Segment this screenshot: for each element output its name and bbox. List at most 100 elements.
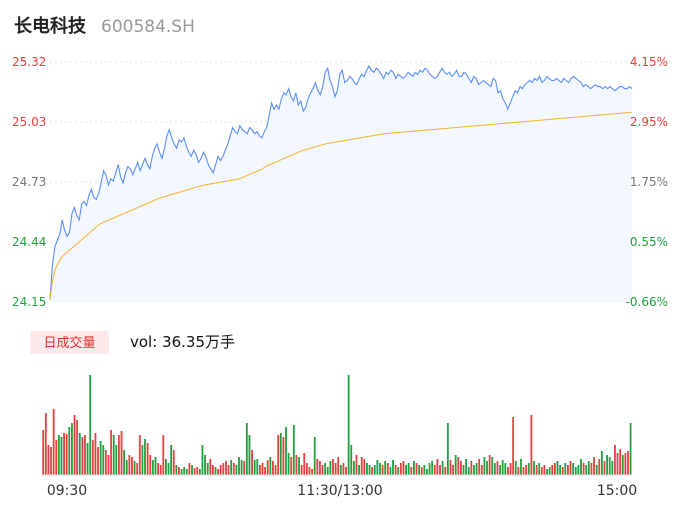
volume-bar — [232, 463, 235, 475]
volume-bar — [347, 375, 350, 475]
volume-bar — [227, 465, 230, 475]
volume-bar — [256, 459, 259, 475]
volume-bar — [345, 467, 347, 475]
volume-bar — [123, 450, 126, 475]
volume-bar — [611, 461, 614, 475]
volume-bar — [84, 435, 86, 475]
volume-bar — [172, 450, 175, 475]
volume-bar — [44, 413, 47, 475]
volume-bar — [405, 465, 407, 475]
volume-bar — [517, 467, 520, 475]
volume-bar — [204, 455, 206, 475]
volume-bar — [446, 423, 449, 475]
volume-bar — [50, 447, 52, 475]
volume-bar — [295, 455, 298, 475]
volume-bar — [266, 460, 269, 475]
volume-bar — [553, 463, 556, 475]
volume-bar — [42, 430, 45, 475]
volume-bar — [512, 417, 515, 475]
volume-bar — [460, 461, 462, 475]
volume-bar — [559, 465, 562, 475]
volume-tab-background[interactable] — [30, 331, 109, 354]
volume-bar — [125, 460, 128, 475]
volume-bar — [243, 461, 246, 475]
volume-bar — [73, 415, 76, 475]
volume-bar — [587, 461, 590, 475]
volume-bar — [305, 463, 308, 475]
volume-bar — [99, 441, 102, 475]
volume-bar — [78, 433, 81, 475]
time-tick-label: 09:30 — [47, 483, 87, 499]
price-tick-label: 24.15 — [12, 295, 46, 309]
percent-tick-label: 4.15% — [630, 55, 668, 69]
volume-bar — [441, 461, 444, 475]
percent-tick-label: 2.95% — [630, 115, 668, 129]
volume-bar — [556, 461, 559, 475]
volume-bar — [245, 423, 248, 475]
volume-bar — [178, 467, 180, 475]
volume-bar — [222, 463, 225, 475]
volume-bar — [183, 467, 186, 475]
volume-bar — [593, 457, 595, 475]
volume-bar — [133, 461, 136, 475]
volume-bar — [352, 461, 355, 475]
volume-bar — [496, 461, 499, 475]
volume-bar — [373, 465, 376, 475]
volume-bar — [274, 465, 277, 475]
volume-bar — [196, 467, 199, 475]
volume-bar — [567, 465, 569, 475]
volume-bar — [462, 465, 465, 475]
volume-bar — [465, 459, 468, 475]
percent-axis-right: 4.15% 2.95% 1.75% 0.55% -0.66% — [626, 55, 668, 309]
volume-bar — [480, 465, 483, 475]
volume-bar — [217, 469, 220, 475]
volume-bar — [439, 465, 441, 475]
volume-bar — [219, 465, 222, 475]
volume-bar — [211, 465, 214, 475]
volume-bar — [52, 409, 55, 475]
volume-bar — [316, 459, 319, 475]
volume-bar — [115, 445, 118, 475]
price-tick-label: 24.44 — [12, 235, 46, 249]
stock-code: 600584.SH — [101, 17, 195, 37]
volume-bar — [475, 463, 478, 475]
volume-bar — [606, 455, 608, 475]
volume-bar — [350, 445, 353, 475]
volume-bar — [371, 467, 374, 475]
volume-bar — [530, 415, 533, 475]
volume-bar — [319, 461, 321, 475]
volume-bar — [324, 463, 327, 475]
volume-bar — [89, 375, 92, 475]
volume-bar — [334, 463, 337, 475]
volume-bar — [321, 465, 324, 475]
volume-bar — [368, 465, 371, 475]
volume-bar — [533, 461, 535, 475]
volume-bar — [342, 463, 345, 475]
volume-bar — [551, 465, 554, 475]
volume-bar — [379, 463, 381, 475]
volume-bar — [543, 465, 546, 475]
volume-bar — [261, 463, 264, 475]
volume-bar — [420, 467, 423, 475]
volume-bar — [159, 465, 162, 475]
stock-name: 长电科技 — [14, 15, 87, 37]
volume-bar — [355, 455, 358, 475]
volume-bar — [363, 459, 366, 475]
volume-bar — [47, 445, 50, 475]
volume-bar — [60, 437, 63, 475]
volume-bar — [63, 433, 65, 475]
volume-bar — [138, 435, 141, 475]
volume-bar — [151, 460, 154, 475]
volume-bar — [298, 457, 300, 475]
price-axis-left: 25.32 25.03 24.73 24.44 24.15 — [12, 55, 46, 309]
volume-bar — [191, 465, 193, 475]
volume-bar — [452, 465, 454, 475]
volume-bar — [360, 457, 363, 475]
percent-tick-label: -0.66% — [626, 295, 668, 309]
volume-bar — [308, 467, 311, 475]
volume-bar — [81, 437, 84, 475]
volume-bar — [285, 427, 287, 475]
volume-bar — [491, 457, 494, 475]
volume-tab-label[interactable]: 日成交量 — [43, 335, 95, 351]
